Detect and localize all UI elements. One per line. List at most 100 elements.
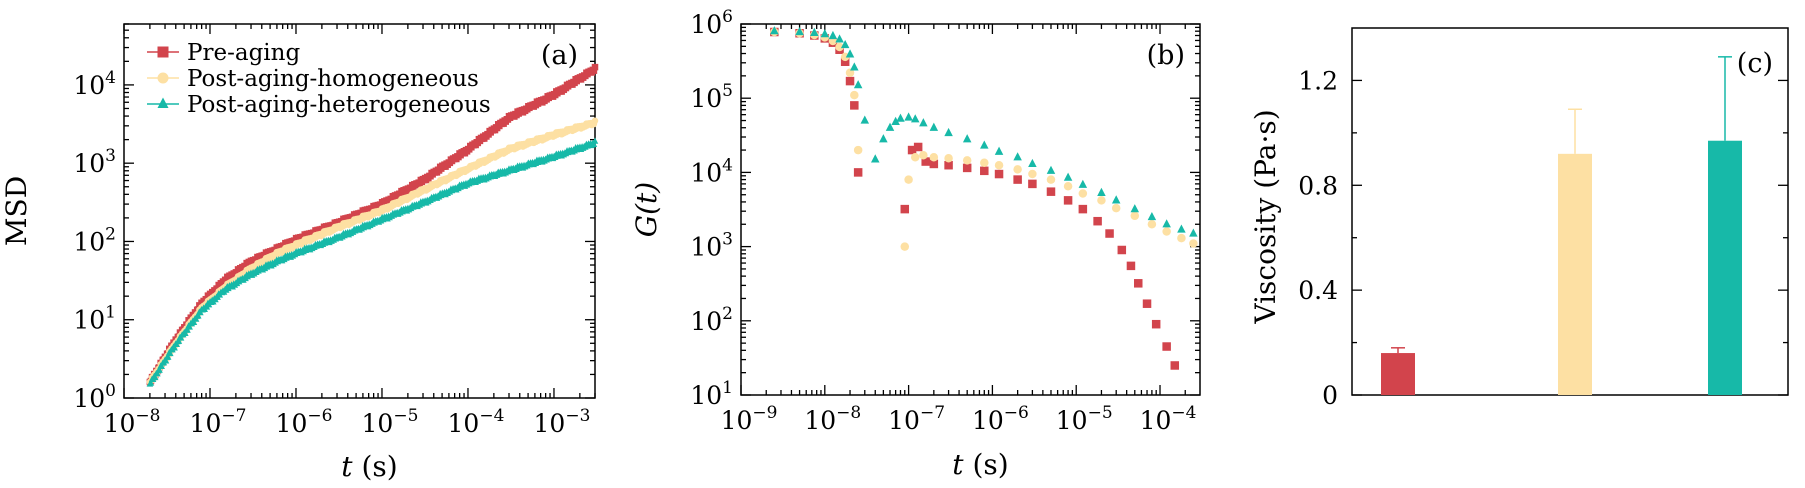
panel-a-series-post-aging-homogeneous — [146, 117, 599, 386]
panel-b-data-point — [1013, 175, 1022, 184]
panel-b-data-point — [1147, 212, 1157, 221]
panel-a-label: (a) — [541, 40, 578, 71]
panel-b-data-point — [962, 134, 972, 143]
panel-b-data-point — [810, 27, 819, 36]
panel-a-data-point — [175, 337, 183, 344]
panel-a-data-point — [591, 137, 599, 144]
panel-b-x-axis-title: t (s) — [952, 448, 1008, 481]
panel-b-data-point — [994, 160, 1004, 170]
panel-b-x-tick-label: 10−5 — [1056, 403, 1113, 435]
panel-a-x-axis-var: t — [341, 450, 353, 483]
panel-b-x-tick-label-exp: −4 — [1171, 403, 1196, 423]
panel-b-data-point — [910, 153, 920, 162]
panel-a-x-tick-label-exp: −3 — [565, 406, 590, 426]
panel-a-data-point — [186, 323, 193, 330]
panel-b-data-point — [853, 80, 863, 89]
panel-a-data-point — [162, 357, 170, 364]
panel-a-x-tick-label: 10−8 — [104, 406, 161, 438]
panel-a-x-tick-label-base: 10 — [276, 409, 308, 438]
panel-a-series-line — [149, 142, 596, 385]
panel-b-data-point — [1189, 239, 1198, 248]
panel-b-x-tick-label-base: 10 — [721, 406, 753, 435]
panel-a-x-tick-label: 10−6 — [276, 406, 333, 438]
panel-c-y-tick-label: 1.2 — [1298, 66, 1338, 95]
panel-b-data-point — [1046, 187, 1056, 196]
panel-b-data-point — [795, 26, 804, 36]
panel-b-data-point — [1142, 299, 1152, 308]
panel-b-data-point — [907, 145, 917, 155]
legend-label-post-aging-homogeneous: Post-aging-homogeneous — [187, 66, 479, 92]
legend-label-pre-aging: Pre-aging — [187, 40, 300, 66]
panel-b-data-point — [913, 142, 923, 152]
panel-b-data-point — [1170, 361, 1180, 370]
panel-a-y-axis-title: MSD — [0, 176, 33, 246]
panel-c-viscosity-bar-chart: 0 0.4 0.8 1.2 Viscosity (Pa·s) (c) — [1249, 27, 1789, 410]
panel-a-x-tick-label-base: 10 — [104, 409, 136, 438]
panel-b-data-point — [835, 34, 844, 43]
panel-b-data-point — [1189, 228, 1198, 237]
panel-b-data-point — [1111, 195, 1121, 204]
panel-b-y-tick-label-base: 10 — [690, 381, 722, 410]
panel-a-data-point — [590, 140, 598, 148]
panel-c-label: (c) — [1737, 48, 1773, 79]
panel-a-y-tick-label-exp: 1 — [105, 303, 116, 323]
panel-a-y-tick-label-base: 10 — [73, 227, 105, 256]
panel-a-x-tick-label: 10−7 — [190, 406, 247, 438]
panel-b-data-point — [900, 242, 910, 251]
panel-a-data-point — [158, 362, 165, 370]
panel-b-data-point — [845, 68, 855, 78]
panel-b-y-tick-label-base: 10 — [690, 84, 722, 113]
panel-b-y-tick-label: 103 — [690, 230, 733, 262]
panel-b-data-point — [1177, 224, 1186, 233]
legend-label-post-aging-heterogeneous: Post-aging-heterogeneous — [187, 92, 491, 118]
bar-pre-aging — [1381, 353, 1415, 395]
panel-a-y-tick-label-exp: 4 — [105, 68, 116, 88]
panel-b-data-point — [1162, 219, 1171, 228]
panel-a-y-tick-label-base: 10 — [73, 384, 105, 413]
panel-b-data-point — [845, 49, 855, 58]
panel-b-data-point — [980, 166, 989, 176]
panel-b-data-point — [929, 159, 939, 169]
panel-b-y-tick-label-exp: 6 — [722, 7, 733, 27]
panel-a-y-tick-label: 104 — [73, 68, 116, 100]
panel-b-y-tick-label-exp: 4 — [722, 155, 733, 175]
bar-post-aging-heterogeneous — [1708, 140, 1742, 395]
panel-b-data-point — [1013, 165, 1022, 174]
bar-post-aging-homogeneous — [1558, 153, 1592, 395]
panel-a-y-tick-label-base: 10 — [73, 149, 105, 178]
panel-b-x-tick-label-exp: −7 — [920, 403, 945, 423]
panel-b-data-point — [929, 122, 939, 131]
panel-b-x-tick-label-exp: −6 — [1004, 403, 1029, 423]
panel-b-data-point — [820, 29, 830, 38]
panel-b-x-tick-label: 10−9 — [721, 403, 778, 435]
panel-b-y-tick-label-exp: 3 — [722, 230, 733, 250]
panel-a-y-tick-label-exp: 0 — [105, 381, 116, 401]
panel-a-x-axis-title: t (s) — [341, 450, 397, 483]
panel-b-data-point — [994, 146, 1004, 155]
panel-b-y-tick-label-base: 10 — [690, 307, 722, 336]
panel-b-data-point — [944, 127, 953, 137]
panel-a-data-point — [152, 373, 159, 381]
panel-a-data-point — [156, 366, 163, 373]
panel-b-y-tick-label: 105 — [690, 81, 733, 113]
panel-b-x-tick-label-base: 10 — [972, 406, 1004, 435]
panel-b-data-point — [828, 30, 838, 40]
panel-b-data-point — [1126, 261, 1136, 271]
panel-b-data-point — [944, 154, 953, 163]
panel-a-plot-frame — [123, 23, 596, 399]
panel-b-y-tick-label-base: 10 — [690, 10, 722, 39]
panel-b-data-point — [980, 140, 989, 149]
panel-a-data-point — [591, 63, 599, 71]
legend-marker-post-aging-heterogeneous — [157, 97, 169, 109]
panel-a-legend: Pre-agingPost-aging-homogeneousPost-agin… — [147, 40, 491, 118]
panel-b-x-tick-label-exp: −8 — [836, 403, 861, 423]
panel-a-data-point — [147, 379, 155, 386]
panel-a-x-tick-label-base: 10 — [448, 409, 480, 438]
panel-b-data-point — [860, 115, 870, 124]
panel-b-data-point — [919, 151, 928, 160]
panel-b-x-axis-unit: (s) — [964, 448, 1009, 481]
panel-a-x-tick-label: 10−4 — [448, 406, 505, 438]
panel-b-data-point — [850, 101, 859, 110]
panel-b-data-point — [840, 57, 850, 66]
panel-a-x-tick-label-exp: −7 — [221, 406, 246, 426]
